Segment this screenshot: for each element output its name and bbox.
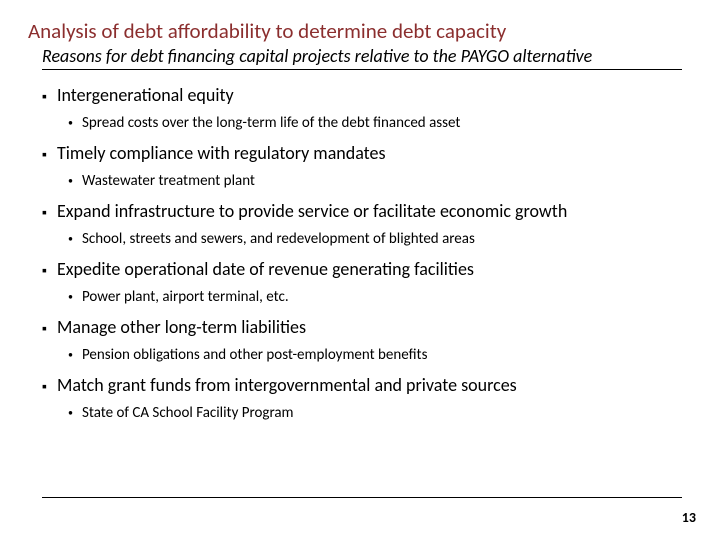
dot-bullet-icon: • <box>68 174 73 187</box>
main-text: Manage other long-term liabilities <box>57 316 306 338</box>
page-number: 13 <box>682 509 696 526</box>
page-title: Analysis of debt affordability to determ… <box>28 18 692 44</box>
square-bullet-icon: ▪ <box>42 264 47 278</box>
main-text: Expedite operational date of revenue gen… <box>57 258 474 280</box>
main-row: ▪ Expand infrastructure to provide servi… <box>42 200 692 222</box>
main-row: ▪ Manage other long-term liabilities <box>42 316 692 338</box>
sub-text: Wastewater treatment plant <box>82 172 255 190</box>
list-item: ▪ Manage other long-term liabilities • P… <box>42 316 692 364</box>
main-row: ▪ Match grant funds from intergovernment… <box>42 374 692 396</box>
square-bullet-icon: ▪ <box>42 90 47 104</box>
main-row: ▪ Expedite operational date of revenue g… <box>42 258 692 280</box>
main-row: ▪ Intergenerational equity <box>42 84 692 106</box>
list-item: ▪ Intergenerational equity • Spread cost… <box>42 84 692 132</box>
square-bullet-icon: ▪ <box>42 380 47 394</box>
list-item: ▪ Timely compliance with regulatory mand… <box>42 142 692 190</box>
dot-bullet-icon: • <box>68 348 73 361</box>
dot-bullet-icon: • <box>68 406 73 419</box>
list-item: ▪ Expand infrastructure to provide servi… <box>42 200 692 248</box>
square-bullet-icon: ▪ <box>42 148 47 162</box>
sub-row: • Power plant, airport terminal, etc. <box>68 288 692 306</box>
main-row: ▪ Timely compliance with regulatory mand… <box>42 142 692 164</box>
sub-row: • Spread costs over the long-term life o… <box>68 114 692 132</box>
square-bullet-icon: ▪ <box>42 322 47 336</box>
list-item: ▪ Expedite operational date of revenue g… <box>42 258 692 306</box>
sub-text: Power plant, airport terminal, etc. <box>82 288 289 306</box>
sub-row: • School, streets and sewers, and redeve… <box>68 230 692 248</box>
page-subtitle: Reasons for debt financing capital proje… <box>42 45 682 70</box>
main-text: Match grant funds from intergovernmental… <box>57 374 517 396</box>
list-item: ▪ Match grant funds from intergovernment… <box>42 374 692 422</box>
main-text: Intergenerational equity <box>57 84 234 106</box>
bottom-rule <box>42 497 682 498</box>
bullet-list: ▪ Intergenerational equity • Spread cost… <box>42 84 692 422</box>
sub-text: Spread costs over the long-term life of … <box>82 114 460 132</box>
sub-text: School, streets and sewers, and redevelo… <box>82 230 475 248</box>
square-bullet-icon: ▪ <box>42 206 47 220</box>
main-text: Expand infrastructure to provide service… <box>57 200 567 222</box>
dot-bullet-icon: • <box>68 232 73 245</box>
dot-bullet-icon: • <box>68 116 73 129</box>
sub-row: • State of CA School Facility Program <box>68 404 692 422</box>
sub-row: • Pension obligations and other post-emp… <box>68 346 692 364</box>
main-text: Timely compliance with regulatory mandat… <box>57 142 386 164</box>
sub-row: • Wastewater treatment plant <box>68 172 692 190</box>
dot-bullet-icon: • <box>68 290 73 303</box>
sub-text: State of CA School Facility Program <box>82 404 294 422</box>
sub-text: Pension obligations and other post-emplo… <box>82 346 427 364</box>
